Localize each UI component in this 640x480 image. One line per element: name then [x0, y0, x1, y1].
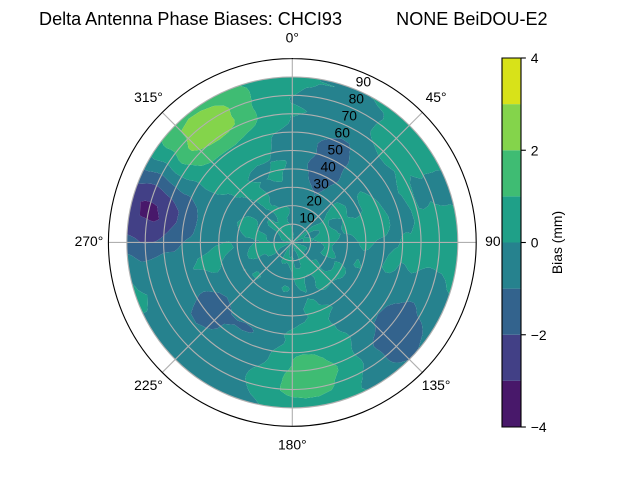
svg-text:NONE BeiDOU-E2: NONE BeiDOU-E2 — [396, 9, 547, 29]
svg-text:−2: −2 — [531, 327, 547, 343]
svg-text:225°: 225° — [134, 377, 163, 393]
svg-text:80: 80 — [349, 91, 365, 107]
svg-text:70: 70 — [342, 108, 358, 124]
svg-text:0°: 0° — [286, 30, 299, 46]
svg-text:315°: 315° — [134, 89, 163, 105]
svg-text:60: 60 — [335, 125, 351, 141]
svg-text:Delta Antenna Phase Biases: CH: Delta Antenna Phase Biases: CHCI93 — [39, 9, 342, 29]
svg-text:Bias (mm): Bias (mm) — [549, 211, 565, 274]
svg-text:90: 90 — [356, 74, 372, 90]
svg-text:135°: 135° — [422, 377, 451, 393]
svg-text:270°: 270° — [75, 233, 104, 249]
svg-text:0: 0 — [531, 235, 539, 251]
svg-text:45°: 45° — [426, 89, 447, 105]
svg-text:180°: 180° — [278, 436, 307, 452]
svg-text:2: 2 — [531, 142, 539, 158]
svg-text:4: 4 — [531, 50, 539, 66]
svg-text:50: 50 — [327, 142, 343, 158]
svg-text:−4: −4 — [531, 419, 547, 435]
